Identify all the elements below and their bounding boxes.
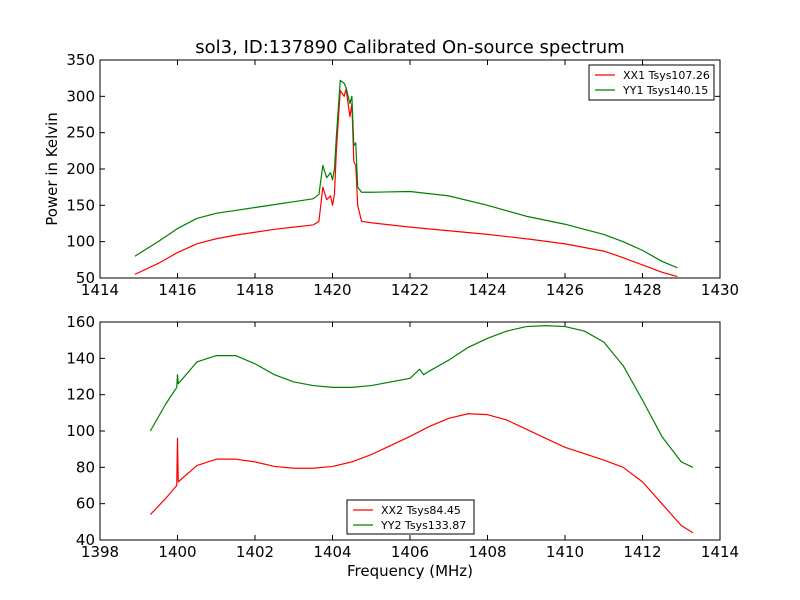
bottom-legend: XX2 Tsys84.45 YY2 Tsys133.87 — [346, 499, 475, 535]
bottom-y-tick-label: 80 — [76, 458, 95, 476]
bottom-plot-ticks: 1398 1400 1402 1404 1406 1408 1410 1412 1414 40 60… — [66, 313, 739, 561]
bottom-y-tick-label: 160 — [66, 313, 95, 331]
bottom-legend-label-2: YY2 Tsys133.87 — [380, 519, 466, 532]
top-y-tick-label: 300 — [66, 87, 95, 105]
top-y-tick-label: 50 — [76, 269, 95, 287]
top-legend: XX1 Tsys107.26 YY1 Tsys140.15 — [588, 64, 715, 101]
top-plot-ticks: 1414 1416 1418 1420 1422 1424 1426 1428 1430 50 10… — [66, 51, 739, 299]
bottom-x-tick-label: 1400 — [158, 543, 196, 561]
bottom-x-tick-label: 1398 — [81, 543, 119, 561]
bottom-x-tick-label: 1402 — [236, 543, 274, 561]
bottom-x-tick-label: 1408 — [468, 543, 506, 561]
top-y-tick-label: 100 — [66, 233, 95, 251]
top-x-tick-label: 1420 — [313, 281, 351, 299]
bottom-x-tick-label: 1410 — [546, 543, 584, 561]
chart-title: sol3, ID:137890 Calibrated On-source spe… — [195, 37, 624, 58]
bottom-legend-label-1: XX2 Tsys84.45 — [381, 504, 461, 517]
bottom-y-tick-label: 60 — [76, 495, 95, 513]
bottom-series-line-1 — [149, 413, 694, 534]
top-spectrum-plot: 1414 1416 1418 1420 1422 1424 1426 1428 1430 50 10… — [43, 51, 739, 299]
bottom-x-tick-label: 1406 — [391, 543, 429, 561]
top-x-tick-label: 1428 — [623, 281, 661, 299]
bottom-x-tick-label: 1414 — [701, 543, 739, 561]
top-x-tick-label: 1424 — [468, 281, 506, 299]
bottom-y-tick-label: 140 — [66, 349, 95, 367]
top-y-tick-label: 250 — [66, 124, 95, 142]
top-y-tick-label: 350 — [66, 51, 95, 69]
bottom-legend-box — [346, 499, 475, 535]
bottom-plot-series — [149, 325, 694, 534]
bottom-y-tick-label: 120 — [66, 386, 95, 404]
bottom-x-axis-label: Frequency (MHz) — [347, 562, 473, 580]
top-series-line-1 — [134, 88, 678, 278]
top-x-tick-label: 1416 — [158, 281, 196, 299]
bottom-series-line-2 — [149, 325, 694, 468]
top-x-tick-label: 1422 — [391, 281, 429, 299]
top-y-tick-label: 150 — [66, 196, 95, 214]
top-legend-label-1: XX1 Tsys107.26 — [623, 69, 710, 82]
top-y-axis-label: Power in Kelvin — [43, 112, 61, 226]
top-plot-series — [134, 79, 678, 278]
top-x-tick-label: 1414 — [81, 281, 119, 299]
bottom-x-tick-label: 1404 — [313, 543, 351, 561]
top-x-tick-label: 1418 — [236, 281, 274, 299]
top-y-tick-label: 200 — [66, 160, 95, 178]
bottom-x-tick-label: 1412 — [623, 543, 661, 561]
bottom-y-tick-label: 40 — [76, 531, 95, 549]
top-legend-label-2: YY1 Tsys140.15 — [622, 84, 708, 97]
top-x-tick-label: 1430 — [701, 281, 739, 299]
top-x-tick-label: 1426 — [546, 281, 584, 299]
bottom-y-tick-label: 100 — [66, 422, 95, 440]
top-series-line-2 — [134, 79, 678, 269]
top-legend-box — [588, 64, 715, 101]
bottom-spectrum-plot: 1398 1400 1402 1404 1406 1408 1410 1412 1414 40 60… — [66, 313, 739, 580]
